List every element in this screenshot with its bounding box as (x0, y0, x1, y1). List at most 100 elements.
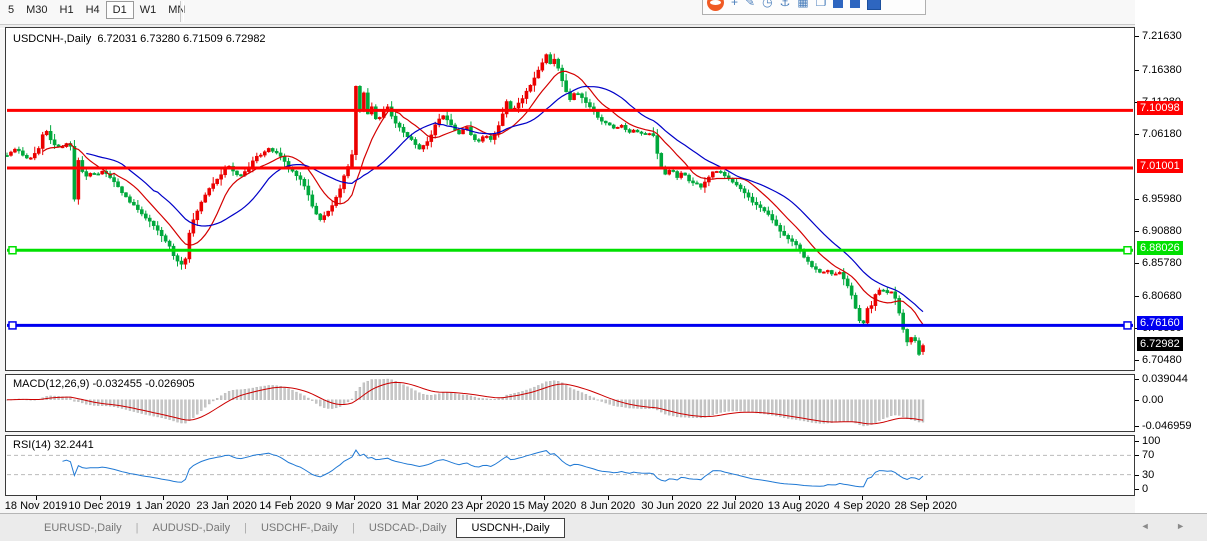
current-price-badge: 6.72982 (1137, 336, 1183, 351)
symbol-tabbar: EURUSD-,Daily | AUDUSD-,Daily | USDCHF-,Dail… (0, 513, 1207, 541)
rsi-tick (1135, 441, 1139, 442)
line-handle[interactable] (1123, 321, 1132, 330)
line-handle[interactable] (8, 321, 17, 330)
date-label: 1 Jan 2020 (135, 500, 191, 512)
window-icon[interactable]: ❐ (815, 0, 827, 9)
grid-icon[interactable]: ▦ (797, 0, 809, 9)
date-label: 15 May 2020 (512, 500, 577, 512)
maximize-blue-icon[interactable] (867, 0, 882, 10)
timeframe-button-d1[interactable]: D1 (105, 1, 134, 19)
price-tick-label: 7.06180 (1142, 128, 1182, 141)
date-tick (480, 496, 482, 500)
date-label: 8 Jun 2020 (580, 500, 636, 512)
price-tick-label: 6.80680 (1142, 289, 1182, 302)
crosshair-icon[interactable]: + (731, 0, 739, 9)
symbol-tab-usdcnh[interactable]: USDCNH-,Daily (456, 517, 565, 538)
timeframe-toolbar: 5 M30 H1 H4 D1 W1 MN + ✎ ◷ ⚓ ▦ ❐ (0, 0, 1207, 24)
rsi-tick-label: 70 (1142, 449, 1155, 462)
date-tick (417, 496, 419, 500)
macd-panel[interactable]: MACD(12,26,9) -0.032455 -0.026905 (5, 374, 1135, 432)
date-label: 28 Sep 2020 (894, 500, 957, 512)
macd-signal-line (7, 381, 924, 425)
date-label: 30 Jun 2020 (641, 500, 702, 512)
macd-tick (1135, 399, 1139, 401)
date-tick (99, 496, 101, 500)
date-axis: 18 Nov 2019 10 Dec 2019 1 Jan 2020 23 Jan 2… (0, 496, 1135, 513)
date-tick (290, 496, 292, 500)
rsi-tick (1135, 474, 1139, 476)
price-tick-label: 6.90880 (1142, 225, 1182, 238)
symbol-tab-audusd[interactable]: AUDUSD-,Daily (152, 521, 231, 534)
candlestick-chart[interactable] (5, 28, 1134, 370)
rsi-chart (7, 449, 1133, 488)
timeframe-button-m30[interactable]: M30 (26, 4, 48, 16)
macd-tick (1135, 379, 1139, 380)
price-tick (1135, 360, 1139, 362)
price-tick-label: 6.95980 (1142, 192, 1182, 205)
anchor-icon[interactable]: ⚓ (779, 0, 791, 9)
price-tick (1135, 134, 1139, 136)
timeframe-button-w1[interactable]: W1 (139, 4, 157, 16)
macd-tick-label: 0.039044 (1142, 373, 1188, 385)
date-label: 4 Sep 2020 (834, 500, 891, 512)
price-tick (1135, 198, 1139, 200)
price-tick (1135, 36, 1139, 38)
candles (5, 52, 925, 356)
rsi-tick (1135, 455, 1139, 457)
tab-separator: | (135, 521, 139, 534)
tab-scroll-arrows[interactable]: ◄ ► (1140, 521, 1197, 531)
timeframe-button-mn[interactable]: MN (168, 4, 186, 16)
date-label: 23 Jan 2020 (196, 500, 257, 512)
price-tick-label: 7.21630 (1142, 30, 1182, 43)
cascade-blue-icon[interactable] (850, 0, 861, 8)
symbol-tab-usdchf[interactable]: USDCHF-,Daily (260, 521, 338, 534)
chart-ohlc-title: USDCNH-,Daily 6.72031 6.73280 6.71509 6.… (13, 33, 266, 45)
tab-separator: | (244, 521, 247, 534)
price-tick-label: 6.70480 (1142, 354, 1182, 367)
moving-average-21 (86, 85, 924, 313)
date-tick (353, 496, 355, 500)
price-tick (1135, 69, 1139, 71)
symbol-tab-eurusd[interactable]: EURUSD-,Daily (44, 521, 122, 534)
line-handle[interactable] (8, 245, 17, 255)
timeframe-buttons: 5 M30 H1 H4 D1 W1 MN (0, 0, 1207, 19)
clock-icon[interactable]: ◷ (762, 0, 773, 9)
rsi-tick-label: 30 (1142, 468, 1155, 481)
main-chart-panel[interactable]: USDCNH-,Daily 6.72031 6.73280 6.71509 6.… (5, 27, 1135, 371)
rsi-panel[interactable]: RSI(14) 32.2441 (5, 435, 1135, 496)
date-label: 18 Nov 2019 (4, 500, 68, 512)
price-badge: 6.76160 (1137, 316, 1183, 331)
date-label: 23 Apr 2020 (451, 500, 511, 512)
rsi-tick-label: 0 (1142, 483, 1149, 495)
timeframe-button-5[interactable]: 5 (8, 4, 15, 16)
date-tick (607, 496, 609, 500)
date-label: 31 Mar 2020 (386, 500, 449, 512)
price-tick (1135, 295, 1139, 297)
tab-separator: | (351, 521, 355, 534)
pencil-icon[interactable]: ✎ (745, 0, 756, 9)
moving-average-10 (42, 70, 924, 325)
price-badge: 6.88026 (1137, 241, 1183, 256)
timeframe-button-h1[interactable]: H1 (59, 4, 74, 16)
symbol-tab-usdcad[interactable]: USDCAD-,Daily (368, 521, 447, 534)
date-label: 14 Feb 2020 (259, 500, 322, 512)
rsi-line (62, 449, 924, 488)
tile-blue-icon[interactable] (833, 0, 844, 8)
macd-tick (1135, 426, 1139, 427)
price-tick-label: 7.16380 (1142, 63, 1182, 76)
price-tick (1135, 263, 1139, 265)
price-tick-label: 6.85780 (1142, 257, 1182, 270)
date-tick (798, 496, 800, 500)
price-tick (1135, 231, 1139, 233)
top-icon-strip: + ✎ ◷ ⚓ ▦ ❐ (702, 0, 926, 15)
date-tick (163, 496, 165, 500)
price-badge: 7.01001 (1137, 159, 1183, 174)
macd-label: MACD(12,26,9) -0.032455 -0.026905 (13, 378, 195, 390)
date-tick (544, 496, 546, 500)
line-handle[interactable] (1123, 245, 1132, 255)
date-label: 22 Jul 2020 (706, 500, 764, 512)
timeframe-button-h4[interactable]: H4 (85, 4, 100, 16)
app-logo-icon[interactable] (707, 0, 724, 11)
price-badge: 7.10098 (1137, 101, 1183, 116)
macd-tick-label: -0.046959 (1142, 420, 1192, 432)
